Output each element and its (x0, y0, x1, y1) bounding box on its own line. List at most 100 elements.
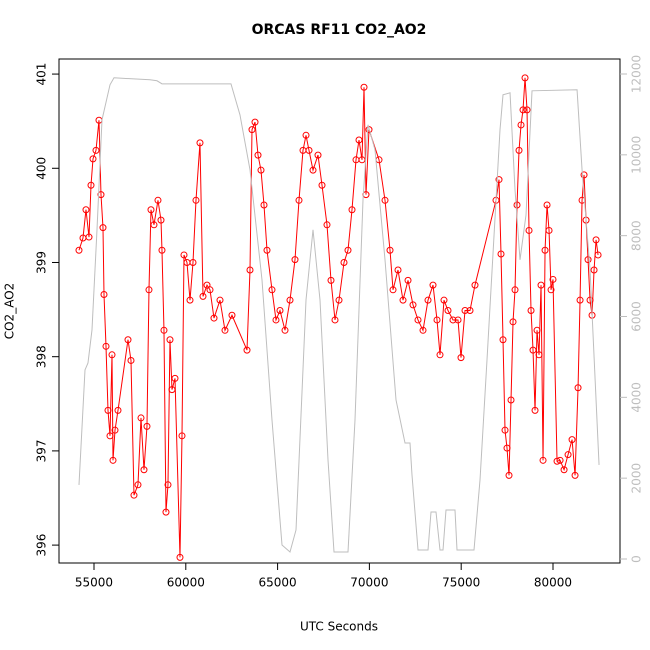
data-point (556, 456, 564, 464)
y-tick-label: 397 (35, 439, 49, 462)
data-point (331, 316, 339, 324)
data-point (295, 196, 303, 204)
data-point (525, 226, 533, 234)
y2-tick-label: 8000 (630, 220, 644, 251)
data-point (251, 118, 259, 126)
data-point (547, 286, 555, 294)
data-point (272, 316, 280, 324)
data-point (147, 206, 155, 214)
data-point (305, 146, 313, 154)
data-point (527, 307, 535, 315)
y2-tick-label: 0 (630, 555, 644, 563)
x-tick-label: 55000 (75, 576, 113, 590)
data-point (243, 346, 251, 354)
data-point (104, 406, 112, 414)
data-point (523, 106, 531, 114)
data-point (590, 266, 598, 274)
data-point (89, 155, 97, 163)
data-point (564, 451, 572, 459)
y2-tick-label: 10000 (630, 136, 644, 174)
data-point (513, 201, 521, 209)
data-point (360, 83, 368, 91)
data-point (281, 326, 289, 334)
data-point (457, 354, 465, 362)
y-tick-label: 396 (35, 534, 49, 557)
data-point (529, 346, 537, 354)
data-point (539, 456, 547, 464)
data-point (260, 201, 268, 209)
series-line (78, 77, 600, 553)
data-point (574, 384, 582, 392)
x-tick-label: 60000 (167, 576, 205, 590)
data-point (444, 307, 452, 315)
data-point (549, 275, 557, 283)
data-point (533, 326, 541, 334)
data-point (541, 246, 549, 254)
data-point (137, 414, 145, 422)
data-point (254, 151, 262, 159)
y2-tick-label: 4000 (630, 382, 644, 413)
data-point (436, 351, 444, 359)
data-point (158, 246, 166, 254)
data-point (515, 146, 523, 154)
data-point (268, 286, 276, 294)
y-tick-label: 401 (35, 63, 49, 86)
data-point (143, 422, 151, 430)
data-point (150, 221, 158, 229)
data-point (323, 221, 331, 229)
data-point (160, 326, 168, 334)
data-point (471, 281, 479, 289)
data-point (263, 246, 271, 254)
data-point (108, 351, 116, 359)
y-tick-label: 400 (35, 157, 49, 180)
data-point (85, 233, 93, 241)
data-point (257, 166, 265, 174)
data-point (358, 156, 366, 164)
y2-tick-label: 12000 (630, 55, 644, 93)
data-point (286, 296, 294, 304)
data-point (246, 266, 254, 274)
data-point (449, 316, 457, 324)
data-point (176, 553, 184, 561)
data-point (216, 296, 224, 304)
data-point (543, 201, 551, 209)
data-point (568, 436, 576, 444)
data-point (221, 326, 229, 334)
data-point (419, 326, 427, 334)
data-point (584, 256, 592, 264)
data-point (381, 196, 389, 204)
data-point (199, 292, 207, 300)
data-point (111, 426, 119, 434)
data-point (186, 296, 194, 304)
data-point (511, 286, 519, 294)
data-point (545, 226, 553, 234)
data-point (82, 206, 90, 214)
data-point (140, 466, 148, 474)
data-point (499, 336, 507, 344)
data-point (102, 342, 110, 350)
data-point (127, 356, 135, 364)
data-point (495, 176, 503, 184)
x-tick-label: 65000 (258, 576, 296, 590)
data-point (560, 466, 568, 474)
data-point (386, 246, 394, 254)
data-point (433, 316, 441, 324)
data-point (130, 491, 138, 499)
y2-tick-label: 2000 (630, 463, 644, 494)
data-point (399, 296, 407, 304)
data-point (206, 286, 214, 294)
y-axis-label: CO2_AO2 (3, 283, 17, 340)
data-point (134, 481, 142, 489)
data-point (196, 139, 204, 147)
data-point (109, 456, 117, 464)
data-point (404, 276, 412, 284)
data-point (164, 481, 172, 489)
data-point (154, 196, 162, 204)
data-point (537, 281, 545, 289)
data-point (503, 444, 511, 452)
data-point (100, 291, 108, 299)
data-point (429, 281, 437, 289)
data-point (594, 251, 602, 259)
data-point (340, 258, 348, 266)
data-point (507, 396, 515, 404)
